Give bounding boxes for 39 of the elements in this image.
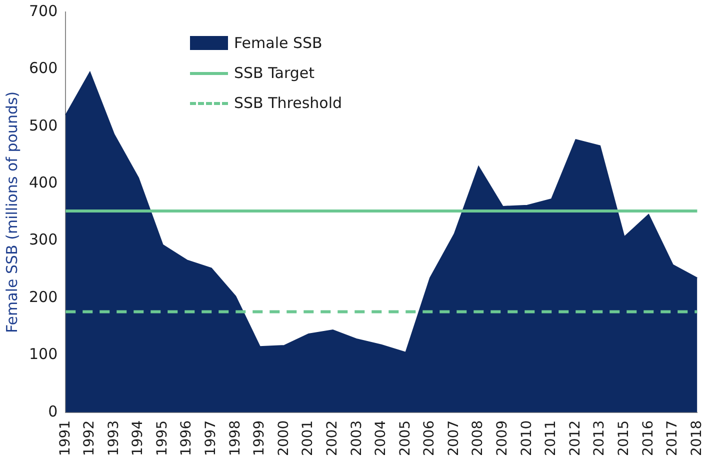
x-tick-label: 1993 (106, 420, 122, 456)
legend-label: Female SSB (234, 34, 322, 52)
y-tick-label: 300 (28, 230, 58, 249)
x-tick-label: 2000 (276, 420, 292, 456)
y-tick-label: 500 (28, 116, 58, 134)
x-tick-label: 2004 (373, 420, 390, 456)
x-tick-label: 1997 (203, 420, 220, 456)
x-tick-label: 1995 (154, 420, 170, 456)
x-tick-label: 1992 (82, 420, 98, 456)
x-tick-label: 2018 (688, 420, 705, 456)
x-tick-label: 2011 (543, 420, 560, 456)
y-tick-label: 0 (48, 402, 58, 420)
x-tick-label: 2007 (446, 420, 462, 456)
x-tick-label: 1991 (57, 420, 74, 456)
legend-label: SSB Threshold (234, 94, 342, 112)
x-tick-label: 2010 (518, 420, 535, 456)
y-axis-title: Female SSB (millions of pounds) (2, 91, 21, 334)
x-tick-label: 2006 (422, 420, 438, 456)
x-tick-label: 2012 (567, 420, 584, 456)
x-tick-label: 2003 (348, 420, 365, 456)
x-tick-label: 1994 (130, 420, 146, 456)
y-tick-label: 700 (28, 2, 58, 20)
y-tick-label: 200 (28, 288, 58, 306)
x-tick-label: 2001 (300, 420, 316, 456)
y-tick-label: 600 (28, 59, 58, 78)
y-tick-label: 400 (28, 173, 58, 192)
legend-label: SSB Target (234, 64, 315, 82)
x-tick-label: 2009 (494, 420, 511, 456)
x-tick-label: 1996 (178, 420, 195, 456)
x-tick-label: 2013 (592, 420, 608, 456)
x-tick-label: 2016 (640, 420, 656, 456)
y-tick-label: 100 (28, 345, 58, 364)
x-tick-label: 2017 (664, 420, 681, 456)
x-tick-label: 1998 (227, 420, 244, 456)
x-tick-label: 1999 (252, 420, 268, 456)
x-tick-label: 2015 (616, 420, 632, 456)
x-tick-label: 2005 (397, 420, 414, 456)
x-tick-label: 2002 (324, 420, 340, 456)
x-tick-label: 2008 (470, 420, 486, 456)
